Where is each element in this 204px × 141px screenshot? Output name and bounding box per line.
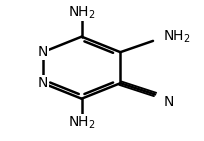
- Text: NH$_2$: NH$_2$: [68, 115, 95, 131]
- Text: N: N: [38, 45, 48, 59]
- Text: N: N: [38, 76, 48, 90]
- Text: NH$_2$: NH$_2$: [163, 28, 191, 45]
- Text: NH$_2$: NH$_2$: [68, 4, 95, 21]
- Text: N: N: [163, 94, 174, 109]
